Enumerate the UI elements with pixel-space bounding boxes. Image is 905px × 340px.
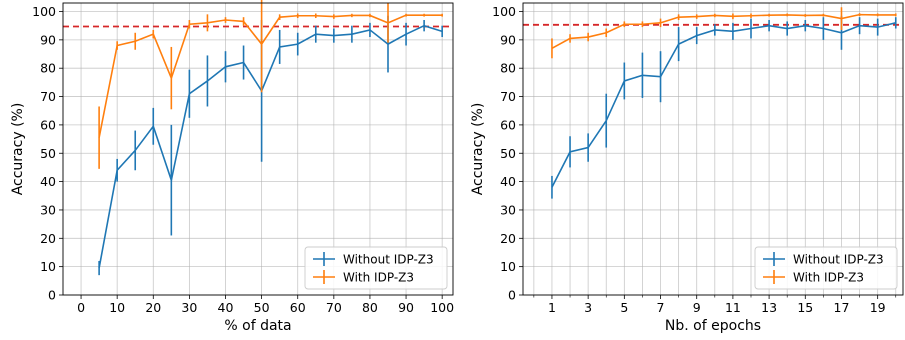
legend: Without IDP-Z3 With IDP-Z3: [305, 247, 447, 289]
y-tick-label: 80: [500, 61, 516, 76]
x-tick-label: 70: [326, 300, 342, 315]
y-tick-label: 50: [500, 146, 516, 161]
legend-label: Without IDP-Z3: [793, 253, 884, 267]
y-tick-label: 60: [40, 117, 56, 132]
y-tick-label: 0: [48, 288, 56, 303]
x-tick-label: 10: [109, 300, 125, 315]
y-tick-label: 80: [40, 61, 56, 76]
y-tick-label: 30: [500, 202, 516, 217]
x-tick-label: 30: [181, 300, 197, 315]
y-tick-label: 60: [500, 117, 516, 132]
y-tick-label: 0: [508, 288, 516, 303]
y-tick-label: 70: [500, 89, 516, 104]
y-tick-label: 100: [492, 4, 516, 19]
y-tick-label: 10: [40, 259, 56, 274]
x-tick-label: 9: [693, 300, 701, 315]
x-tick-label: 7: [657, 300, 665, 315]
y-axis-label: Accuracy (%): [470, 103, 486, 196]
y-tick-label: 50: [40, 146, 56, 161]
x-tick-label: 100: [430, 300, 454, 315]
x-tick-label: 50: [254, 300, 270, 315]
x-tick-label: 80: [362, 300, 378, 315]
y-tick-label: 100: [32, 4, 56, 19]
x-tick-label: 40: [218, 300, 234, 315]
y-tick-label: 20: [500, 231, 516, 246]
x-tick-label: 0: [77, 300, 85, 315]
x-tick-label: 90: [398, 300, 414, 315]
y-tick-label: 20: [40, 231, 56, 246]
y-tick-label: 40: [40, 174, 56, 189]
legend-label: With IDP-Z3: [343, 271, 414, 285]
x-tick-label: 60: [290, 300, 306, 315]
x-tick-label: 17: [834, 300, 850, 315]
y-tick-label: 70: [40, 89, 56, 104]
y-tick-label: 40: [500, 174, 516, 189]
legend-label: Without IDP-Z3: [343, 253, 434, 267]
legend-label: With IDP-Z3: [793, 271, 864, 285]
x-tick-label: 11: [725, 300, 741, 315]
x-tick-label: 13: [761, 300, 777, 315]
x-tick-label: 19: [870, 300, 886, 315]
legend: Without IDP-Z3 With IDP-Z3: [755, 247, 897, 289]
x-tick-label: 1: [548, 300, 556, 315]
x-tick-label: 15: [797, 300, 813, 315]
x-tick-label: 3: [584, 300, 592, 315]
y-tick-label: 30: [40, 202, 56, 217]
y-tick-label: 90: [40, 32, 56, 47]
y-axis-label: Accuracy (%): [10, 103, 26, 196]
x-axis-label: Nb. of epochs: [665, 318, 761, 334]
x-tick-label: 20: [145, 300, 161, 315]
y-tick-label: 90: [500, 32, 516, 47]
x-tick-label: 5: [620, 300, 628, 315]
x-axis-label: % of data: [224, 318, 291, 334]
y-tick-label: 10: [500, 259, 516, 274]
